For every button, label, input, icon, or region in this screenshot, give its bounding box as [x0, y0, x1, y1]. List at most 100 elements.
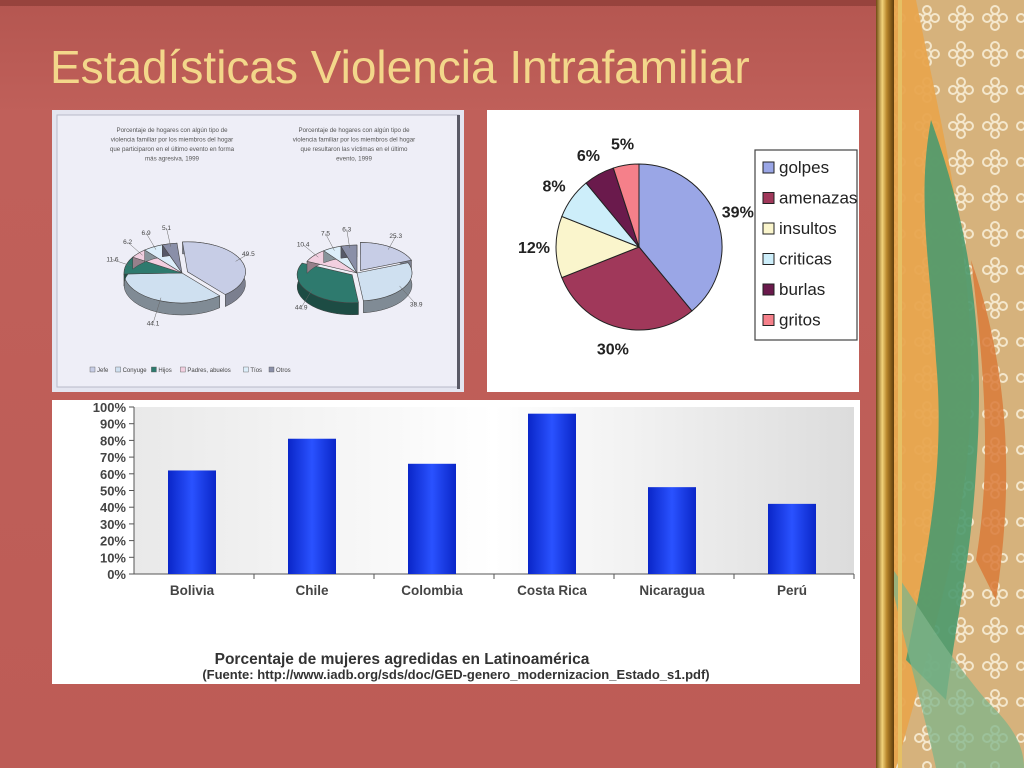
pie-title-line: más agresiva, 1999 [145, 156, 200, 163]
pies-legend: Jefe Conyuge Hijos Padres, abuelos Tíos Otros [89, 366, 291, 374]
pie-title-line: Porcentaje de hogares con algún tipo de [298, 127, 410, 134]
y-tick-label: 90% [100, 417, 126, 432]
y-tick-label: 20% [100, 534, 126, 549]
legend-label: insultos [779, 219, 837, 238]
pie-slice-burlas: 6% [577, 148, 640, 248]
legend-item-otros: Otros [268, 366, 291, 374]
pie-slice-hijos: 44.9 [295, 262, 359, 316]
y-tick-label: 10% [100, 550, 126, 565]
y-tick-label: 80% [100, 433, 126, 448]
pie-chart-participants: 49.5 44.1 11.6 6.2 6.9 5.1 [106, 225, 255, 327]
pie-title-line: que resultaron las víctimas en el último [301, 146, 409, 153]
x-tick-label-colombia: Colombia [401, 583, 463, 598]
legend-label: criticas [779, 250, 832, 269]
legend-label: Conyuge [123, 368, 148, 374]
pie-slice-amenazas: 30% [561, 246, 693, 359]
decorative-border [876, 0, 1024, 768]
pie-value-label: 5% [611, 136, 634, 153]
bar-peru [768, 503, 816, 574]
pie3-legend-box [754, 149, 858, 341]
bar-chile [288, 438, 336, 574]
pie-slice-tios: 6.9 [142, 230, 183, 274]
legend-label: Jefe [97, 368, 109, 374]
pie-title-line: Porcentaje de hogares con algún tipo de [116, 127, 228, 134]
pie-slice-conyuge: 44.1 [123, 272, 221, 327]
pie-value-label: 10.4 [297, 242, 310, 249]
pie2-title: Porcentaje de hogares con algún tipo de v… [293, 127, 415, 163]
pie1-title: Porcentaje de hogares con algún tipo de v… [110, 127, 235, 163]
pie-value-label: 44.9 [295, 305, 308, 312]
y-tick-label: 100% [93, 400, 127, 415]
pie-chart-violence-types: 39% 30% 12% 8% 6% 5% [518, 136, 754, 358]
pie-slice-insultos: 12% [518, 215, 641, 279]
legend-label: Tíos [250, 368, 262, 374]
legend-label: gritos [779, 311, 821, 330]
pie-value-label: 8% [542, 178, 565, 195]
bar-nicaragua [648, 487, 696, 574]
bar-chart-panel: 0% 10%20% 30% 40%50% 60% 70% 80%90% 100% Bolivi… [52, 400, 860, 684]
y-tick-label: 30% [100, 517, 126, 532]
pie-slice-golpes: 39% [638, 163, 754, 312]
legend-item-conyuge: Conyuge [115, 366, 148, 374]
legend-item-hijos: Hijos [151, 366, 172, 374]
bar-series [168, 413, 816, 574]
x-tick-label-bolivia: Bolivia [170, 583, 215, 598]
pie-slice-conyuge: 38.9 [356, 261, 423, 314]
pie-value-label: 11.6 [106, 257, 119, 264]
x-tick-label-nicaragua: Nicaragua [639, 583, 705, 598]
pie-slice-otros: 6.3 [340, 226, 358, 275]
bar-x-labels: Bolivia Chile Colombia Costa Rica Nicaragua P… [170, 574, 855, 598]
legend-item-padres-abuelos: Padres, abuelos [180, 366, 231, 374]
legend-label: Padres, abuelos [187, 368, 230, 374]
pie-value-label: 6.2 [123, 239, 132, 246]
legend-label: amenazas [779, 189, 857, 208]
bar-chart-axes: 0% 10%20% 30% 40%50% 60% 70% 80%90% 100% [93, 400, 854, 582]
violence-types-pie-panel: 39% 30% 12% 8% 6% 5% golpes amenazas insultos cr… [487, 110, 859, 392]
x-tick-label-chile: Chile [295, 583, 328, 598]
pie-title-line: que participaron en el último evento en … [110, 146, 235, 153]
legend-item-criticas: criticas [762, 250, 832, 269]
pie-title-line: violencia familiar por los miembros del … [293, 137, 415, 144]
pie-slice-gritos: 5% [611, 136, 640, 248]
pie-value-label: 12% [518, 240, 550, 257]
y-tick-label: 50% [100, 484, 126, 499]
legend-item-burlas: burlas [762, 280, 825, 299]
pie-value-label: 7.5 [321, 231, 330, 238]
pie-value-label: 6.9 [142, 230, 151, 237]
pie-slice-jefe: 49.5 [182, 241, 255, 307]
pie3-legend: golpes amenazas insultos criticas burlas grit… [762, 158, 857, 330]
pie-value-label: 30% [597, 342, 629, 359]
legend-item-amenazas: amenazas [762, 189, 857, 208]
y-tick-label: 0% [107, 567, 126, 582]
pie-value-label: 38.9 [410, 302, 423, 309]
bar-colombia [408, 463, 456, 574]
x-tick-label-peru: Perú [777, 583, 807, 598]
legend-item-insultos: insultos [762, 219, 837, 238]
pie-title-line: violencia familiar por los miembros del … [111, 137, 233, 144]
pie-value-label: 5.1 [162, 225, 171, 232]
pie-value-label: 49.5 [242, 251, 255, 258]
legend-label: golpes [779, 158, 829, 177]
legend-item-tios: Tíos [243, 366, 262, 374]
x-tick-label-costa-rica: Costa Rica [517, 583, 587, 598]
household-violence-pies-panel: Porcentaje de hogares con algún tipo de v… [52, 110, 464, 392]
legend-label: Otros [276, 368, 291, 374]
bar-chart-source: (Fuente: http://www.iadb.org/sds/doc/GED… [202, 667, 709, 682]
bar-costa-rica [528, 413, 576, 574]
pie-value-label: 25.3 [389, 233, 402, 240]
pie-value-label: 39% [722, 204, 754, 221]
bar-bolivia [168, 470, 216, 574]
pie-chart-victims: 25.3 38.9 44.9 10.4 7.5 6.3 [295, 226, 423, 316]
pie-slice-tios: 7.5 [321, 231, 358, 274]
pie-value-label: 6.3 [342, 226, 351, 233]
legend-label: burlas [779, 280, 825, 299]
legend-item-jefe: Jefe [89, 366, 109, 374]
bar-chart-title: Porcentaje de mujeres agredidas en Latin… [215, 651, 590, 668]
slide-title: Estadísticas Violencia Intrafamiliar [50, 41, 750, 93]
legend-item-golpes: golpes [762, 158, 829, 177]
y-tick-label: 40% [100, 500, 126, 515]
y-tick-label: 60% [100, 467, 126, 482]
pie-slice-otros: 5.1 [161, 225, 183, 274]
pie-title-line: evento, 1999 [336, 156, 372, 163]
legend-item-gritos: gritos [762, 311, 821, 330]
